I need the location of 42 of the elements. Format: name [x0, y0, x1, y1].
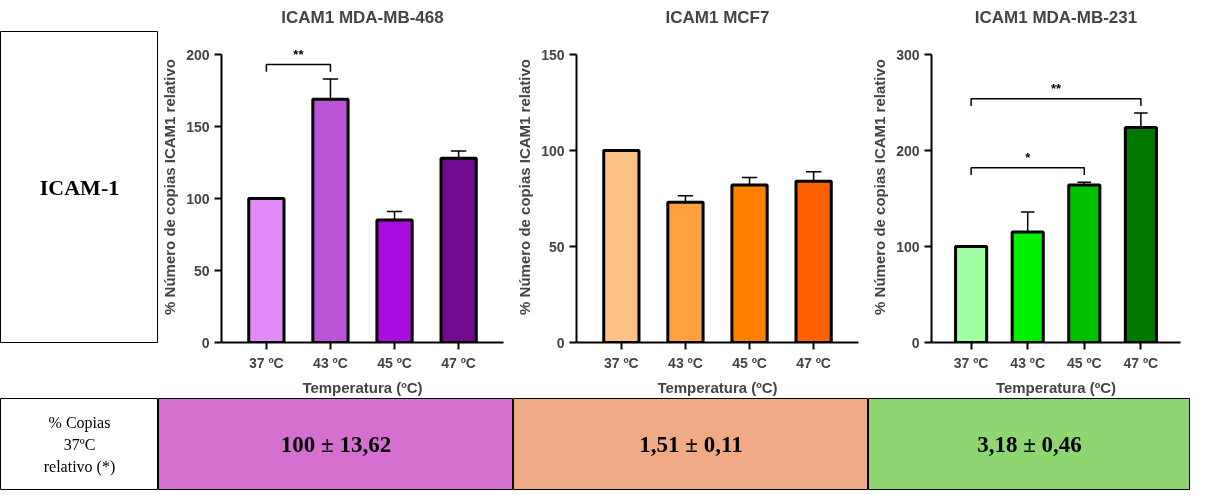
annotation: **: [1050, 80, 1062, 96]
x-tick-label: 47 ºC: [441, 354, 476, 371]
y-tick-label: 100: [186, 190, 210, 207]
y-tick-label: 300: [896, 46, 920, 63]
y-tick-label: 50: [193, 262, 210, 279]
y-tick-label: 100: [896, 238, 920, 255]
y-tick-label: 0: [201, 334, 210, 351]
x-tick-label: 37 ºC: [604, 354, 639, 371]
x-tick-label: 45 ºC: [732, 354, 767, 371]
y-axis-title: % Número de copias ICAM1 relativo: [161, 59, 179, 315]
y-axis-title: % Número de copias ICAM1 relativo: [871, 59, 889, 315]
y-tick-label: 100: [541, 142, 565, 159]
text: % Copias 37ºC relativo (*): [43, 413, 116, 477]
x-tick-label: 43 ºC: [668, 354, 703, 371]
x-axis-title: Temperatura (ºC): [657, 378, 778, 396]
x-axis-title: Temperatura (ºC): [995, 378, 1117, 396]
chart-title: ICAM1 MCF7: [665, 7, 770, 27]
x-axis-title: Temperatura (ºC): [302, 378, 423, 396]
x-tick-label: 43 ºC: [1010, 354, 1046, 371]
x-tick-label: 37 ºC: [953, 354, 989, 371]
y-tick-label: 0: [911, 334, 920, 351]
y-tick-label: 200: [896, 142, 920, 159]
y-tick-label: 200: [186, 46, 210, 63]
y-tick-label: 150: [186, 118, 210, 135]
x-tick-label: 47 ºC: [796, 354, 831, 371]
text: ICAM-1: [39, 174, 120, 200]
x-tick-label: 45 ºC: [1066, 354, 1102, 371]
chart-title: ICAM1 MDA-MB-468: [281, 7, 444, 27]
text: 1,51 ± 0,11: [639, 432, 743, 457]
x-tick-label: 47 ºC: [1123, 354, 1159, 371]
y-tick-label: 50: [548, 238, 565, 255]
y-axis-title: % Número de copias ICAM1 relativo: [516, 59, 534, 315]
x-tick-label: 45 ºC: [377, 354, 412, 371]
x-tick-label: 43 ºC: [313, 354, 348, 371]
chart-title: ICAM1 MDA-MB-231: [974, 7, 1138, 27]
annotation: *: [1025, 149, 1032, 165]
y-tick-label: 150: [541, 46, 565, 63]
y-tick-label: 0: [556, 334, 565, 351]
annotation: **: [293, 46, 305, 62]
text: 100 ± 13,62: [280, 432, 392, 457]
x-tick-label: 37 ºC: [249, 354, 284, 371]
text: 3,18 ± 0,46: [977, 432, 1082, 457]
